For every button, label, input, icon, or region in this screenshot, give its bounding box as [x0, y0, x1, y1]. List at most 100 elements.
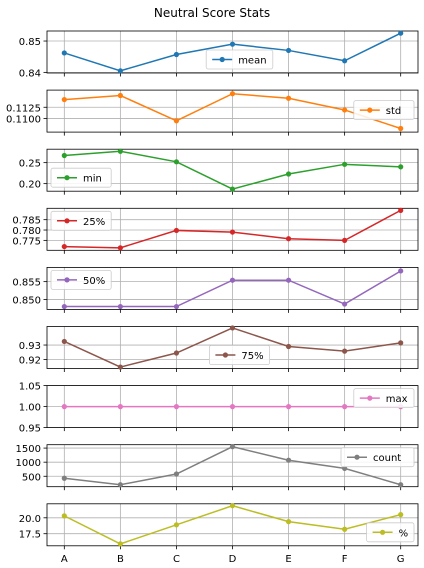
legend-marker: [64, 218, 70, 224]
legend-marker: [380, 529, 386, 535]
y-tick-label: 1.00: [19, 403, 41, 414]
panel-7: 500 1000 1500 count: [16, 444, 419, 491]
data-point: [342, 107, 348, 113]
data-point: [61, 50, 67, 56]
legend-label: %: [399, 528, 409, 539]
panel-2: 0.20 0.25 min: [19, 148, 419, 195]
data-point: [285, 519, 292, 525]
y-tick-label: 17.5: [19, 530, 41, 541]
data-point: [398, 268, 404, 274]
x-tick-label: C: [173, 554, 180, 565]
data-point: [229, 91, 236, 97]
data-point: [398, 340, 404, 346]
data-point: [229, 444, 236, 450]
legend-label: max: [386, 394, 408, 405]
x-tick-label: F: [342, 554, 348, 565]
data-point: [229, 404, 236, 410]
legend-box: [208, 345, 270, 365]
data-point: [173, 404, 180, 410]
y-tick-label: 20.0: [19, 514, 41, 525]
legend-label: 25%: [83, 217, 105, 228]
x-tick-label: E: [285, 554, 291, 565]
legend-50%: 50%: [50, 269, 112, 290]
legend-marker: [64, 175, 70, 181]
data-point: [398, 207, 404, 213]
y-tick-label: 1.05: [19, 382, 41, 393]
data-point: [117, 92, 123, 99]
data-point: [117, 245, 123, 251]
data-point: [229, 503, 236, 509]
legend-min: min: [50, 167, 112, 188]
panel-frame: [46, 89, 419, 133]
legend-75%: 75%: [208, 345, 270, 365]
legend-marker: [219, 56, 225, 63]
y-tick-label: 0.93: [19, 341, 41, 352]
data-point: [173, 118, 180, 124]
legend-box: [50, 269, 112, 290]
legend-25%: 25%: [50, 210, 112, 231]
data-point: [229, 325, 236, 331]
legend-box: [50, 167, 112, 188]
legend-box: [353, 388, 415, 409]
panel-6: 0.95 1.00 1.05 max: [19, 382, 419, 435]
data-point: [285, 171, 292, 177]
data-point: [173, 303, 180, 310]
data-point: [61, 96, 67, 103]
data-point: [173, 159, 180, 165]
x-tick-label: G: [397, 554, 405, 565]
data-point: [117, 68, 123, 74]
panel-4: 0.850 0.855 50%: [12, 266, 419, 313]
data-point: [117, 404, 123, 410]
y-tick-label: 0.855: [12, 278, 41, 289]
data-point: [285, 236, 292, 242]
data-point: [285, 457, 292, 463]
legend-marker: [367, 107, 373, 113]
data-point: [117, 364, 123, 370]
y-tick-label: 0.25: [19, 159, 41, 170]
y-tick-label: 0.95: [19, 424, 41, 435]
legend-count: count: [340, 447, 415, 468]
legend-%: %: [366, 522, 415, 543]
data-point: [342, 58, 348, 64]
y-tick-label: 0.780: [12, 226, 41, 237]
data-point: [229, 229, 236, 235]
data-point: [285, 95, 292, 101]
data-point: [117, 541, 123, 547]
legend-label: count: [373, 453, 401, 464]
panel-frame: [46, 266, 419, 310]
y-tick-label: 0.20: [19, 180, 41, 191]
data-point: [61, 404, 67, 410]
legend-label: min: [83, 174, 102, 185]
x-tick-label: A: [61, 554, 68, 565]
data-point: [342, 161, 348, 167]
legend-label: 75%: [241, 351, 263, 362]
data-point: [117, 148, 123, 154]
y-tick-label: 0.775: [12, 236, 41, 247]
y-tick-label: 0.785: [12, 216, 41, 227]
legend-max: max: [353, 388, 415, 409]
x-tick-label: B: [117, 554, 124, 565]
legend-label: std: [386, 106, 401, 117]
data-point: [398, 512, 404, 518]
y-tick-label: 0.85: [19, 37, 41, 48]
data-point: [61, 475, 67, 481]
data-point: [342, 526, 348, 532]
data-point: [229, 41, 236, 47]
data-point: [61, 152, 67, 159]
y-tick-label: 1500: [16, 444, 41, 455]
data-point: [342, 301, 348, 307]
data-point: [173, 51, 180, 58]
data-point: [398, 482, 404, 488]
data-point: [117, 303, 123, 310]
data-point: [61, 303, 67, 310]
data-point: [173, 471, 180, 477]
panel-frame: [46, 207, 419, 251]
panel-frame: [46, 30, 419, 74]
y-tick-label: 0.1125: [6, 103, 41, 114]
data-point: [342, 348, 348, 354]
data-point: [173, 522, 180, 528]
data-point: [398, 30, 404, 36]
